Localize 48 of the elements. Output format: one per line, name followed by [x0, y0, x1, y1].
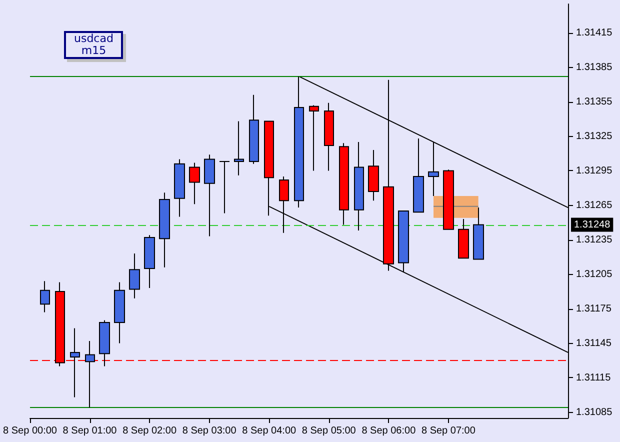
- y-tick-label: 1.31265: [576, 200, 613, 211]
- candlestick: [324, 102, 334, 172]
- x-tick-label: 8 Sep 07:00: [421, 426, 476, 436]
- candlestick: [368, 150, 379, 202]
- candlestick: [219, 161, 230, 214]
- candlestick: [249, 94, 259, 164]
- annotation: m15: [80, 44, 108, 57]
- candlestick: [189, 162, 200, 205]
- candlestick: [309, 104, 319, 172]
- y-tick-label: 1.31235: [576, 234, 613, 246]
- x-tick-label: 8 Sep 00:00: [3, 426, 58, 436]
- candlestick: [443, 169, 454, 230]
- x-tick-label: 8 Sep 02:00: [122, 426, 177, 436]
- y-tick-label: 1.31355: [576, 96, 613, 108]
- candlestick: [413, 138, 424, 213]
- candlestick: [428, 142, 439, 197]
- annotation: usdcad: [74, 32, 114, 45]
- candlestick: [354, 142, 364, 232]
- y-tick-label: 1.31325: [576, 130, 613, 142]
- candlestick: [204, 154, 215, 237]
- candlestick: [458, 218, 469, 259]
- y-tick-label: 1.31085: [576, 406, 613, 418]
- ref-line-label: 1.31248: [574, 219, 611, 230]
- y-tick-label: 1.31145: [576, 338, 612, 349]
- candlestick: [174, 158, 185, 218]
- y-tick-label: 1.31115: [576, 372, 612, 384]
- candlestick: [339, 142, 349, 226]
- x-tick-label: 8 Sep 05:00: [302, 426, 356, 436]
- candlestick: [473, 207, 484, 260]
- candlestick: [40, 280, 50, 313]
- candlestick: [85, 340, 95, 408]
- candlestick: [99, 320, 110, 367]
- y-tick-label: 1.31205: [576, 268, 613, 280]
- x-tick-label: 8 Sep 06:00: [362, 426, 416, 436]
- x-tick-label: 8 Sep 04:00: [242, 426, 297, 436]
- candlestick: [398, 210, 409, 272]
- y-tick-label: 1.31295: [576, 165, 613, 176]
- candlestick: [70, 328, 80, 398]
- candlestick: [129, 253, 140, 299]
- candlestick: [144, 234, 155, 289]
- y-tick-label: 1.31175: [576, 303, 612, 314]
- x-tick-label: 8 Sep 03:00: [182, 426, 237, 436]
- candlestick: [159, 192, 170, 268]
- x-tick-label: 8 Sep 01:00: [62, 426, 118, 436]
- candlestick: [114, 282, 125, 344]
- candlestick: [234, 120, 244, 176]
- y-tick-label: 1.31415: [576, 27, 613, 38]
- y-tick-label: 1.31385: [576, 62, 613, 73]
